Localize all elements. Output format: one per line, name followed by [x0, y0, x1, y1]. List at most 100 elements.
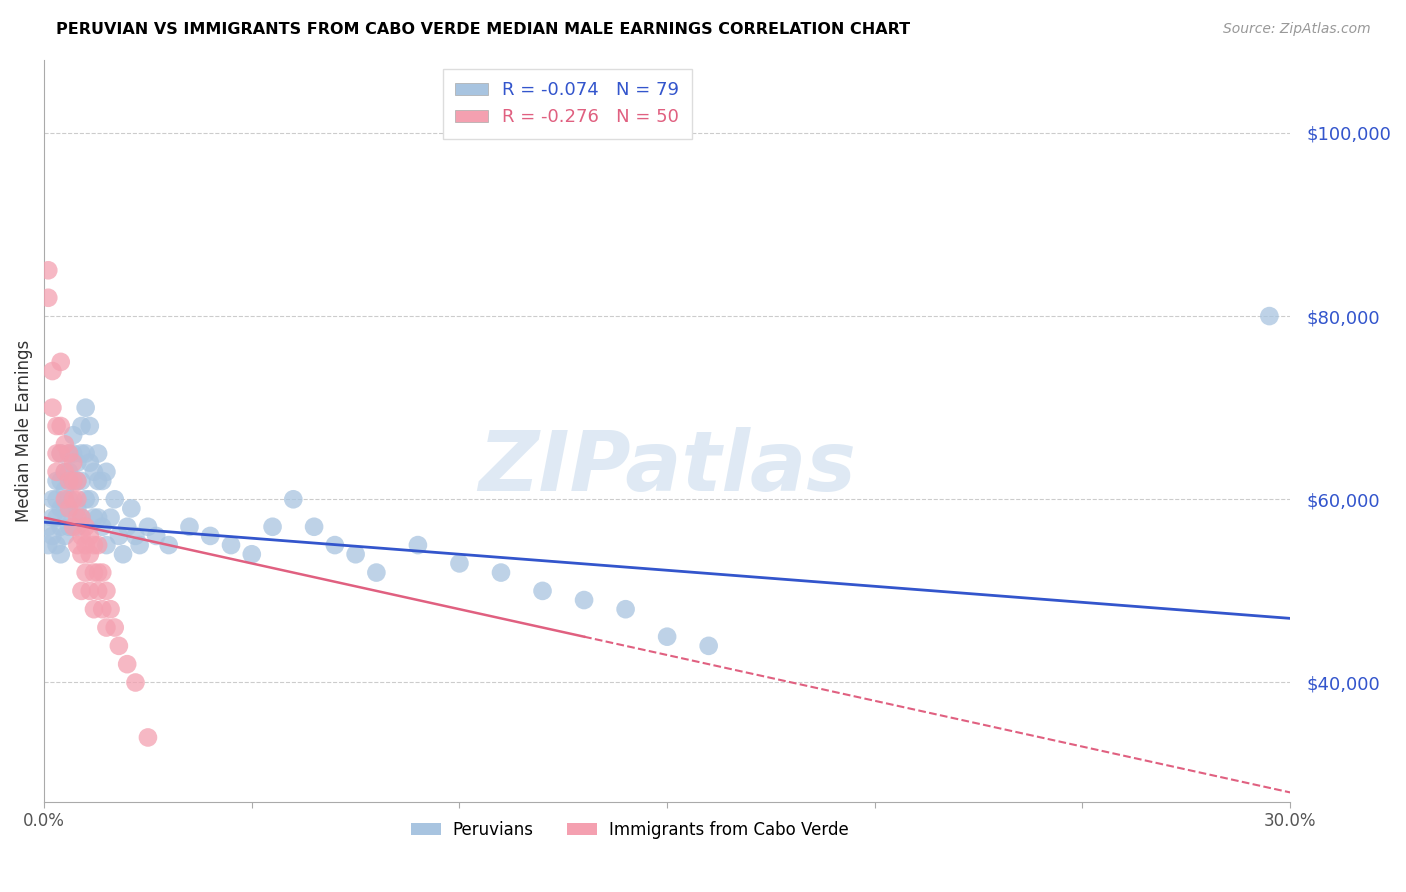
Point: [45, 474, 67, 488]
Point: [572, 593, 595, 607]
Point: [66, 456, 89, 470]
Point: [41, 510, 63, 524]
Point: [53, 465, 76, 479]
Point: [87, 566, 110, 580]
Point: [41, 492, 63, 507]
Point: [83, 602, 105, 616]
Point: [104, 492, 127, 507]
Point: [37, 291, 59, 305]
Point: [58, 465, 80, 479]
Point: [100, 510, 122, 524]
Point: [49, 446, 72, 460]
Point: [58, 501, 80, 516]
Point: [124, 675, 146, 690]
Point: [45, 465, 67, 479]
Point: [83, 538, 105, 552]
Point: [614, 602, 637, 616]
Point: [124, 529, 146, 543]
Point: [37, 520, 59, 534]
Point: [104, 621, 127, 635]
Point: [120, 501, 142, 516]
Point: [79, 547, 101, 561]
Point: [70, 510, 93, 524]
Point: [91, 566, 114, 580]
Point: [70, 474, 93, 488]
Point: [41, 364, 63, 378]
Point: [83, 566, 105, 580]
Point: [531, 583, 554, 598]
Point: [45, 419, 67, 434]
Point: [66, 501, 89, 516]
Point: [87, 538, 110, 552]
Point: [87, 583, 110, 598]
Point: [58, 492, 80, 507]
Point: [49, 520, 72, 534]
Point: [49, 419, 72, 434]
Point: [66, 474, 89, 488]
Text: Source: ZipAtlas.com: Source: ZipAtlas.com: [1223, 22, 1371, 37]
Point: [53, 437, 76, 451]
Point: [58, 446, 80, 460]
Point: [79, 529, 101, 543]
Point: [91, 520, 114, 534]
Point: [75, 401, 97, 415]
Point: [58, 474, 80, 488]
Point: [83, 465, 105, 479]
Point: [70, 446, 93, 460]
Point: [45, 446, 67, 460]
Point: [62, 492, 84, 507]
Point: [91, 474, 114, 488]
Point: [53, 483, 76, 497]
Point: [79, 492, 101, 507]
Point: [96, 465, 118, 479]
Point: [219, 538, 242, 552]
Point: [96, 583, 118, 598]
Point: [45, 492, 67, 507]
Point: [179, 520, 201, 534]
Point: [108, 639, 131, 653]
Point: [70, 510, 93, 524]
Point: [302, 520, 325, 534]
Point: [262, 520, 284, 534]
Legend: Peruvians, Immigrants from Cabo Verde: Peruvians, Immigrants from Cabo Verde: [405, 814, 855, 846]
Point: [115, 657, 138, 672]
Point: [323, 538, 346, 552]
Point: [70, 547, 93, 561]
Point: [344, 547, 367, 561]
Point: [41, 401, 63, 415]
Point: [366, 566, 388, 580]
Point: [406, 538, 429, 552]
Point: [37, 263, 59, 277]
Text: PERUVIAN VS IMMIGRANTS FROM CABO VERDE MEDIAN MALE EARNINGS CORRELATION CHART: PERUVIAN VS IMMIGRANTS FROM CABO VERDE M…: [56, 22, 910, 37]
Point: [62, 428, 84, 442]
Point: [66, 510, 89, 524]
Point: [145, 529, 167, 543]
Point: [53, 492, 76, 507]
Point: [283, 492, 305, 507]
Point: [49, 446, 72, 460]
Point: [128, 538, 150, 552]
Point: [70, 419, 93, 434]
Point: [79, 456, 101, 470]
Point: [79, 419, 101, 434]
Point: [240, 547, 263, 561]
Point: [62, 446, 84, 460]
Point: [75, 492, 97, 507]
Point: [41, 529, 63, 543]
Point: [45, 510, 67, 524]
Point: [108, 529, 131, 543]
Point: [62, 456, 84, 470]
Point: [66, 474, 89, 488]
Text: ZIPatlas: ZIPatlas: [478, 427, 856, 508]
Point: [53, 529, 76, 543]
Point: [697, 639, 720, 653]
Point: [96, 621, 118, 635]
Point: [49, 501, 72, 516]
Point: [49, 547, 72, 561]
Point: [655, 630, 678, 644]
Point: [70, 583, 93, 598]
Point: [112, 547, 135, 561]
Point: [115, 520, 138, 534]
Point: [1258, 309, 1281, 323]
Point: [45, 538, 67, 552]
